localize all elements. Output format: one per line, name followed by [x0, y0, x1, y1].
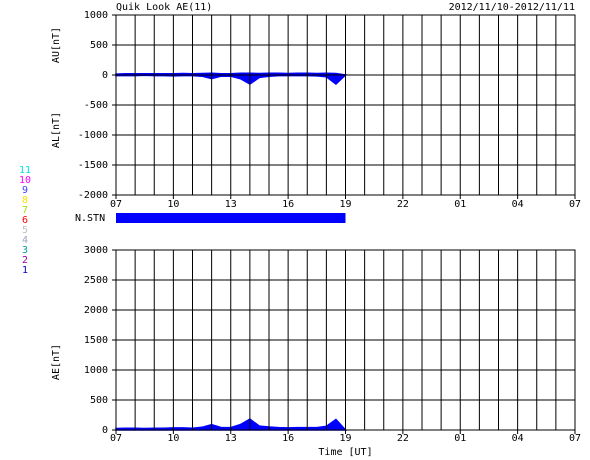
station-number: 4 — [22, 235, 28, 246]
y-axis-label: AU[nT] — [51, 27, 62, 63]
station-number: 9 — [22, 185, 28, 196]
x-axis-label: Time [UT] — [318, 447, 372, 458]
x-tick-label: 16 — [282, 433, 294, 444]
x-tick-label: 07 — [569, 433, 581, 444]
x-tick-label: 19 — [339, 199, 351, 210]
station-number: 11 — [19, 165, 31, 176]
station-number: 2 — [22, 255, 28, 266]
y-tick-label: 500 — [90, 395, 108, 406]
y-tick-label: 1500 — [84, 335, 108, 346]
y-tick-label: 0 — [102, 70, 108, 81]
x-tick-label: 01 — [454, 199, 466, 210]
station-number: 10 — [19, 175, 31, 186]
y-tick-label: 2500 — [84, 275, 108, 286]
x-tick-label: 07 — [569, 199, 581, 210]
station-bar-label: N.STN — [75, 213, 105, 224]
y-tick-label: 0 — [102, 425, 108, 436]
y-tick-label: 2000 — [84, 305, 108, 316]
station-number: 7 — [22, 205, 28, 216]
x-tick-label: 13 — [225, 433, 237, 444]
y-tick-label: -2000 — [78, 190, 108, 201]
x-tick-label: 01 — [454, 433, 466, 444]
y-axis-label: AL[nT] — [51, 112, 62, 148]
x-tick-label: 10 — [167, 433, 179, 444]
x-tick-label: 16 — [282, 199, 294, 210]
y-axis-label: AE[nT] — [51, 344, 62, 380]
y-tick-label: 1000 — [84, 365, 108, 376]
x-tick-label: 19 — [339, 433, 351, 444]
x-tick-label: 10 — [167, 199, 179, 210]
station-number: 8 — [22, 195, 28, 206]
x-tick-label: 13 — [225, 199, 237, 210]
station-number: 5 — [22, 225, 28, 236]
x-tick-label: 22 — [397, 199, 409, 210]
x-tick-label: 22 — [397, 433, 409, 444]
y-tick-label: -1000 — [78, 130, 108, 141]
y-tick-label: 3000 — [84, 245, 108, 256]
x-tick-label: 04 — [512, 199, 524, 210]
y-tick-label: 1000 — [84, 10, 108, 21]
x-tick-label: 07 — [110, 433, 122, 444]
date-range: 2012/11/10-2012/11/11 — [449, 2, 575, 13]
chart-title: Quik Look AE(11) — [116, 2, 212, 13]
plot-frame — [115, 249, 576, 431]
y-tick-label: -1500 — [78, 160, 108, 171]
plot-frame — [115, 14, 576, 196]
station-number: 3 — [22, 245, 28, 256]
station-bar — [116, 213, 346, 223]
station-number: 1 — [22, 265, 28, 276]
y-tick-label: -500 — [84, 100, 108, 111]
y-tick-label: 500 — [90, 40, 108, 51]
x-tick-label: 04 — [512, 433, 524, 444]
station-number: 6 — [22, 215, 28, 226]
x-tick-label: 07 — [110, 199, 122, 210]
